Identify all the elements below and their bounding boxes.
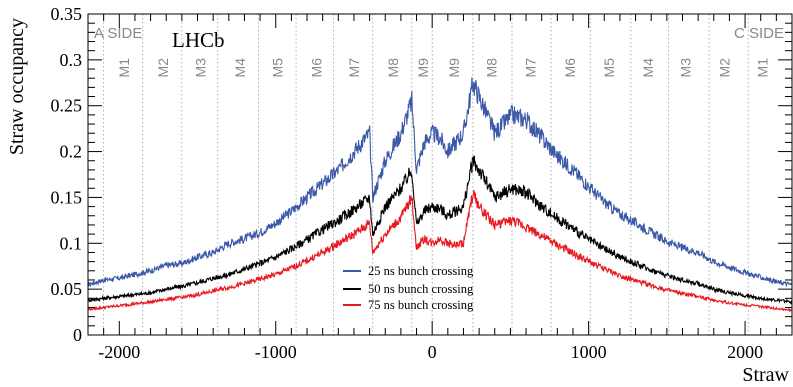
- legend-label: 25 ns bunch crossing: [368, 264, 474, 278]
- plot-frame: [87, 13, 793, 336]
- y-tick-label: 0.35: [51, 4, 83, 24]
- module-label: M7: [523, 58, 539, 78]
- module-label: M8: [484, 58, 500, 78]
- module-label: M2: [155, 58, 171, 78]
- x-tick-label: -2000: [98, 342, 140, 362]
- module-label: M6: [562, 58, 578, 78]
- module-label: M9: [446, 58, 462, 78]
- legend-label: 75 ns bunch crossing: [368, 298, 474, 312]
- module-label: M3: [193, 58, 209, 78]
- series-lines: [87, 77, 793, 313]
- x-tick-label: 0: [428, 342, 437, 362]
- module-label: M4: [640, 58, 656, 78]
- x-tick-label: 2000: [727, 342, 763, 362]
- module-label: M3: [678, 58, 694, 78]
- y-tick-label: 0.15: [51, 187, 83, 207]
- series-line: [87, 189, 793, 313]
- module-label: M5: [269, 58, 285, 78]
- series-line: [87, 155, 793, 305]
- axis-ticks: -2000 -1000 0 1000 2000 0 0.05 0.1 0.15 0.2 0.25 0.…: [51, 4, 793, 362]
- module-label: M2: [717, 58, 733, 78]
- x-tick-label: -1000: [255, 342, 297, 362]
- y-tick-label: 0: [73, 325, 82, 345]
- y-tick-label: 0.05: [51, 279, 83, 299]
- y-tick-label: 0.3: [60, 50, 83, 70]
- legend: 25 ns bunch crossing 50 ns bunch crossing…: [343, 264, 474, 312]
- legend-label: 50 ns bunch crossing: [368, 282, 474, 296]
- series-line: [87, 77, 793, 288]
- module-label: M7: [346, 58, 362, 78]
- y-tick-label: 0.25: [51, 96, 83, 116]
- module-label: M1: [116, 58, 132, 78]
- x-axis-label: Straw: [742, 364, 789, 386]
- c-side-label: C SIDE: [734, 25, 784, 42]
- module-label: M4: [232, 58, 248, 78]
- x-tick-label: 1000: [571, 342, 607, 362]
- module-label: M6: [308, 58, 324, 78]
- module-label: M5: [601, 58, 617, 78]
- module-label: M1: [754, 58, 770, 78]
- y-axis-label: Straw occupancy: [6, 18, 28, 155]
- module-labels: M1 M2 M3 M4 M5 M6 M7 M8 M9 M9 M8 M7 M6 M5 M4 M3 M2 M1: [116, 58, 770, 78]
- module-grid: [103, 14, 749, 335]
- module-label: M9: [415, 58, 431, 78]
- y-tick-label: 0.1: [60, 233, 83, 253]
- lhcb-label: LHCb: [172, 28, 225, 52]
- module-label: M8: [385, 58, 401, 78]
- a-side-label: A SIDE: [94, 25, 142, 42]
- y-tick-label: 0.2: [60, 142, 83, 162]
